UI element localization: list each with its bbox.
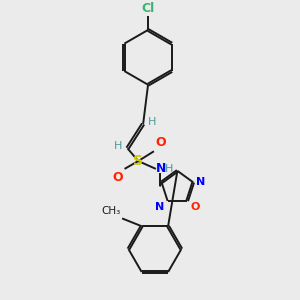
Text: Cl: Cl — [141, 2, 155, 15]
Text: O: O — [156, 136, 166, 149]
Text: N: N — [196, 177, 206, 187]
Text: CH₃: CH₃ — [101, 206, 120, 217]
Text: N: N — [155, 202, 165, 212]
Text: S: S — [133, 154, 143, 168]
Text: H: H — [165, 164, 173, 174]
Text: H: H — [148, 117, 156, 127]
Text: N: N — [156, 162, 166, 176]
Text: O: O — [190, 202, 200, 212]
Text: H: H — [114, 141, 123, 152]
Text: O: O — [112, 171, 123, 184]
